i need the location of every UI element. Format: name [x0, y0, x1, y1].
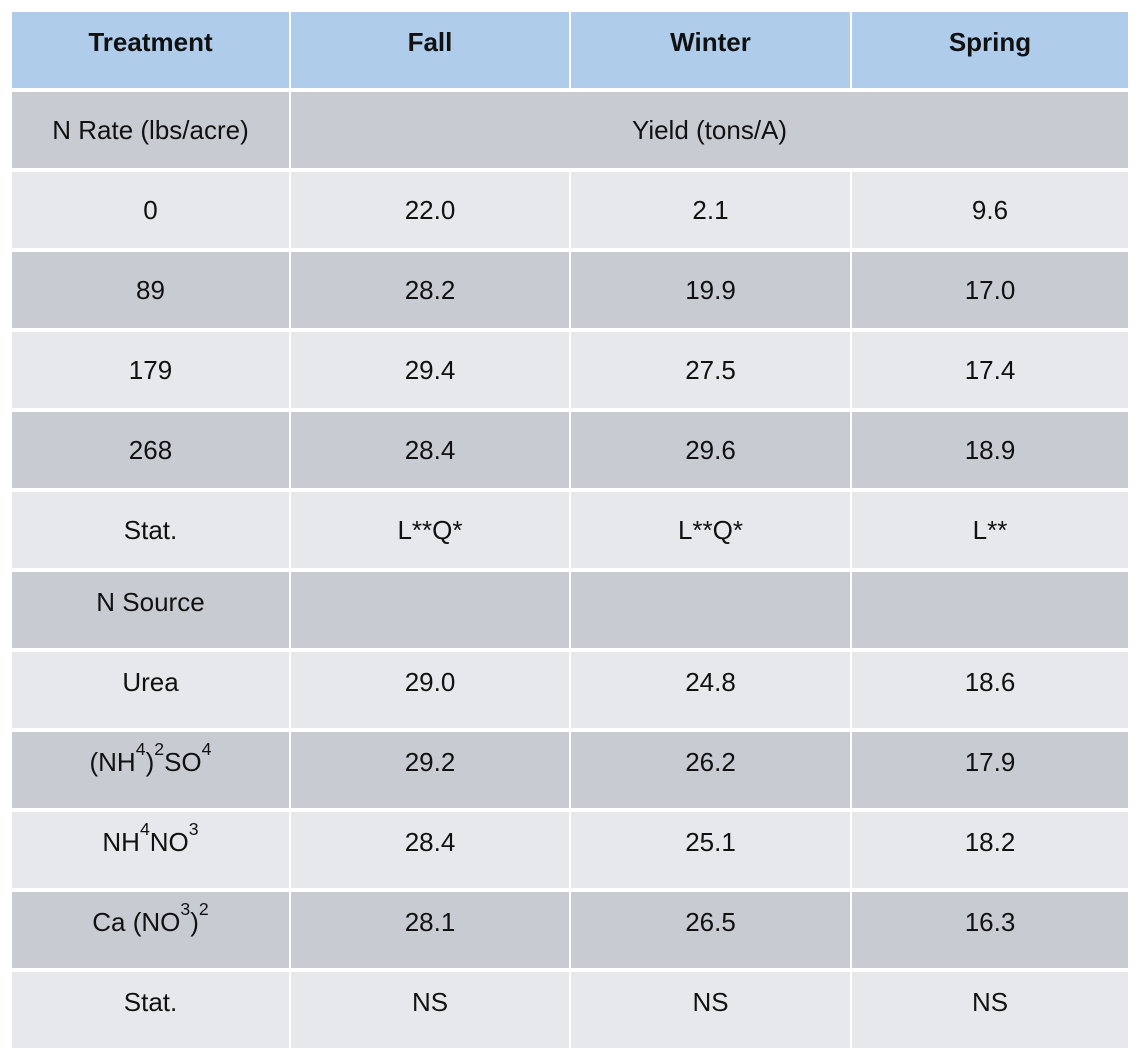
table-cell-fall: 28.4	[291, 412, 569, 488]
table-cell-spring: 18.2	[852, 812, 1128, 888]
table-cell-spring: 17.4	[852, 332, 1128, 408]
column-header-winter: Winter	[571, 12, 850, 88]
table-cell-treatment: 268	[12, 412, 289, 488]
table-cell-fall: 22.0	[291, 172, 569, 248]
table-cell-winter: 19.9	[571, 252, 850, 328]
yield-table: Treatment Fall Winter Spring N Rate (lbs…	[12, 12, 1128, 1048]
table-cell-treatment: 89	[12, 252, 289, 328]
table-cell-fall: 29.4	[291, 332, 569, 408]
table-cell-spring: 18.9	[852, 412, 1128, 488]
table-cell-winter: NS	[571, 972, 850, 1048]
table-cell-spring: 18.6	[852, 652, 1128, 728]
yield-unit-label: Yield (tons/A)	[291, 92, 1128, 168]
table-cell-treatment: Stat.	[12, 972, 289, 1048]
column-header-fall: Fall	[291, 12, 569, 88]
table-cell-spring: 17.9	[852, 732, 1128, 808]
table-cell-fall: 28.1	[291, 892, 569, 968]
table-cell-winter: L**Q*	[571, 492, 850, 568]
table-cell-winter: 25.1	[571, 812, 850, 888]
table-cell-spring: 9.6	[852, 172, 1128, 248]
table-cell-treatment: NH 4 NO 3	[12, 812, 289, 888]
table-cell-winter: 27.5	[571, 332, 850, 408]
table-cell-fall: 28.4	[291, 812, 569, 888]
table-cell-fall: 28.2	[291, 252, 569, 328]
table-cell-treatment: (NH 4) 2 SO 4	[12, 732, 289, 808]
table-cell-winter: 2.1	[571, 172, 850, 248]
table-cell-spring: 17.0	[852, 252, 1128, 328]
section-label-n-rate: N Rate (lbs/acre)	[12, 92, 289, 168]
table-cell-spring: 16.3	[852, 892, 1128, 968]
empty-cell	[571, 572, 850, 648]
section-label-n-source: N Source	[12, 572, 289, 648]
table-cell-winter: 26.5	[571, 892, 850, 968]
table-cell-treatment: 0	[12, 172, 289, 248]
table-cell-winter: 29.6	[571, 412, 850, 488]
table-cell-treatment: Stat.	[12, 492, 289, 568]
table-cell-winter: 24.8	[571, 652, 850, 728]
table-cell-spring: L**	[852, 492, 1128, 568]
empty-cell	[291, 572, 569, 648]
column-header-spring: Spring	[852, 12, 1128, 88]
table-cell-spring: NS	[852, 972, 1128, 1048]
table-cell-fall: NS	[291, 972, 569, 1048]
table-cell-fall: 29.2	[291, 732, 569, 808]
table-cell-treatment: Ca (NO 3) 2	[12, 892, 289, 968]
table-cell-winter: 26.2	[571, 732, 850, 808]
table-cell-treatment: Urea	[12, 652, 289, 728]
table-cell-fall: L**Q*	[291, 492, 569, 568]
empty-cell	[852, 572, 1128, 648]
table-cell-fall: 29.0	[291, 652, 569, 728]
column-header-treatment: Treatment	[12, 12, 289, 88]
table-cell-treatment: 179	[12, 332, 289, 408]
